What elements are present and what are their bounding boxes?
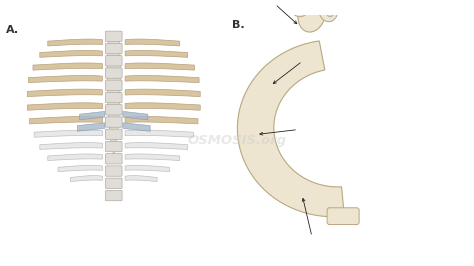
Ellipse shape	[297, 0, 307, 13]
FancyBboxPatch shape	[105, 190, 122, 201]
FancyBboxPatch shape	[105, 80, 122, 90]
Polygon shape	[58, 165, 102, 172]
Polygon shape	[77, 123, 105, 131]
Polygon shape	[237, 41, 344, 217]
Polygon shape	[125, 76, 199, 83]
Text: A.: A.	[6, 25, 19, 35]
Polygon shape	[40, 51, 102, 57]
Polygon shape	[80, 111, 105, 120]
Polygon shape	[125, 39, 180, 46]
Polygon shape	[123, 123, 150, 131]
Polygon shape	[123, 111, 148, 120]
Polygon shape	[125, 165, 170, 172]
Polygon shape	[28, 76, 102, 83]
FancyBboxPatch shape	[105, 92, 122, 103]
FancyBboxPatch shape	[105, 68, 122, 78]
Text: B.: B.	[232, 20, 245, 30]
Polygon shape	[125, 176, 157, 182]
Polygon shape	[125, 143, 188, 149]
FancyBboxPatch shape	[105, 142, 122, 152]
Polygon shape	[107, 33, 120, 156]
FancyBboxPatch shape	[105, 105, 122, 115]
Polygon shape	[125, 51, 188, 57]
Polygon shape	[125, 130, 193, 137]
FancyBboxPatch shape	[105, 43, 122, 54]
FancyBboxPatch shape	[105, 178, 122, 189]
FancyBboxPatch shape	[105, 56, 122, 66]
FancyBboxPatch shape	[105, 166, 122, 176]
Ellipse shape	[290, 0, 311, 17]
Polygon shape	[27, 103, 102, 110]
Polygon shape	[34, 130, 102, 137]
Polygon shape	[125, 117, 198, 124]
Polygon shape	[29, 117, 102, 124]
Polygon shape	[125, 154, 180, 160]
Ellipse shape	[326, 6, 334, 17]
Polygon shape	[48, 39, 102, 46]
Ellipse shape	[319, 0, 337, 22]
Polygon shape	[125, 63, 194, 70]
Polygon shape	[33, 63, 102, 70]
Text: OSMOSIS.org: OSMOSIS.org	[187, 135, 287, 147]
Ellipse shape	[298, 0, 326, 32]
Polygon shape	[27, 89, 102, 97]
Polygon shape	[48, 154, 102, 160]
FancyBboxPatch shape	[105, 154, 122, 164]
Polygon shape	[125, 103, 200, 110]
FancyBboxPatch shape	[327, 208, 359, 225]
FancyBboxPatch shape	[105, 31, 122, 41]
FancyBboxPatch shape	[105, 117, 122, 127]
Polygon shape	[40, 143, 102, 149]
Polygon shape	[125, 89, 200, 97]
FancyBboxPatch shape	[105, 129, 122, 139]
Polygon shape	[71, 176, 102, 182]
